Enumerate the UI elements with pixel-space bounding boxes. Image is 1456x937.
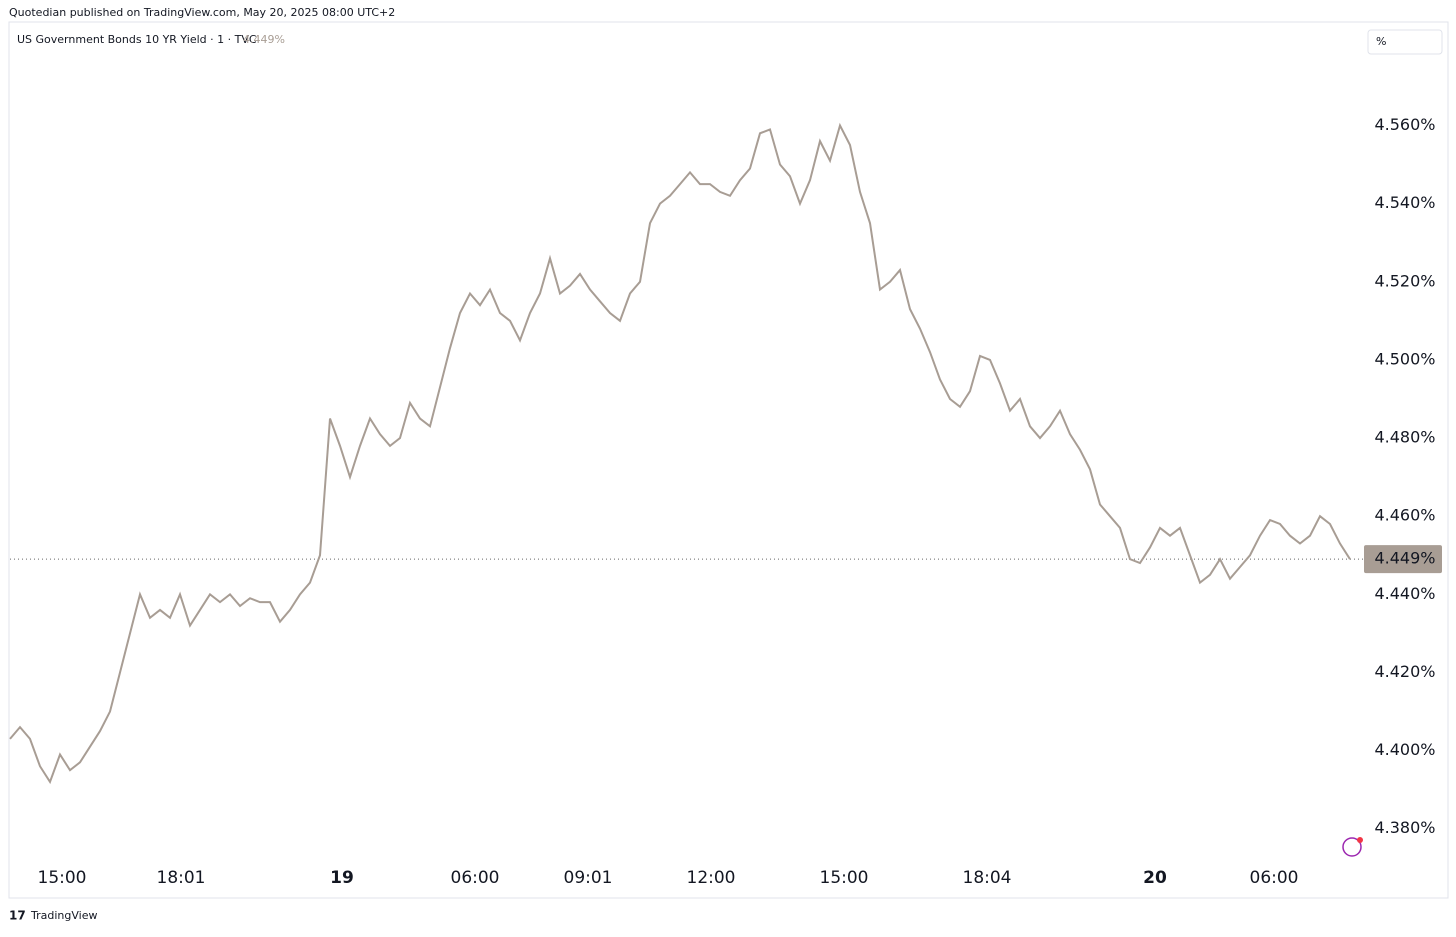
y-tick-label: 4.400% (1374, 740, 1435, 759)
legend-value: 4.449% (243, 33, 285, 46)
x-tick-label: 18:04 (963, 868, 1012, 888)
x-tick-label: 06:00 (1250, 868, 1299, 888)
y-tick-label: 4.500% (1374, 349, 1435, 368)
x-tick-label: 12:00 (687, 868, 736, 888)
y-tick-label: 4.440% (1374, 584, 1435, 603)
x-tick-label: 20 (1143, 868, 1167, 888)
y-tick-label: 4.420% (1374, 662, 1435, 681)
ai-icon (1342, 837, 1363, 857)
x-tick-label: 15:00 (820, 868, 869, 888)
price-line (9, 122, 1351, 785)
x-tick-label: 09:01 (564, 868, 613, 888)
y-tick-label: 4.480% (1374, 428, 1435, 447)
unit-button[interactable] (1367, 29, 1443, 55)
x-tick-label: 19 (330, 868, 354, 888)
symbol-legend: US Government Bonds 10 YR Yield · 1 · TV… (17, 33, 257, 46)
x-tick-label: 06:00 (451, 868, 500, 888)
y-tick-label: 4.380% (1374, 818, 1435, 837)
last-price-box (1364, 545, 1442, 574)
unit-button-label[interactable]: % (1376, 35, 1386, 48)
y-tick-label: 4.560% (1374, 115, 1435, 134)
brand: TradingView (30, 909, 97, 922)
x-tick-label: 18:01 (157, 868, 206, 888)
publisher-line: Quotedian published on TradingView.com, … (9, 6, 395, 19)
brand-logo: 17 (9, 909, 26, 923)
y-tick-label: 4.540% (1374, 193, 1435, 212)
y-tick-label: 4.460% (1374, 506, 1435, 525)
x-tick-label: 15:00 (38, 868, 87, 888)
last-price-label: 4.449% (1374, 549, 1435, 568)
chart-frame (8, 21, 1449, 899)
y-tick-label: 4.520% (1374, 271, 1435, 290)
